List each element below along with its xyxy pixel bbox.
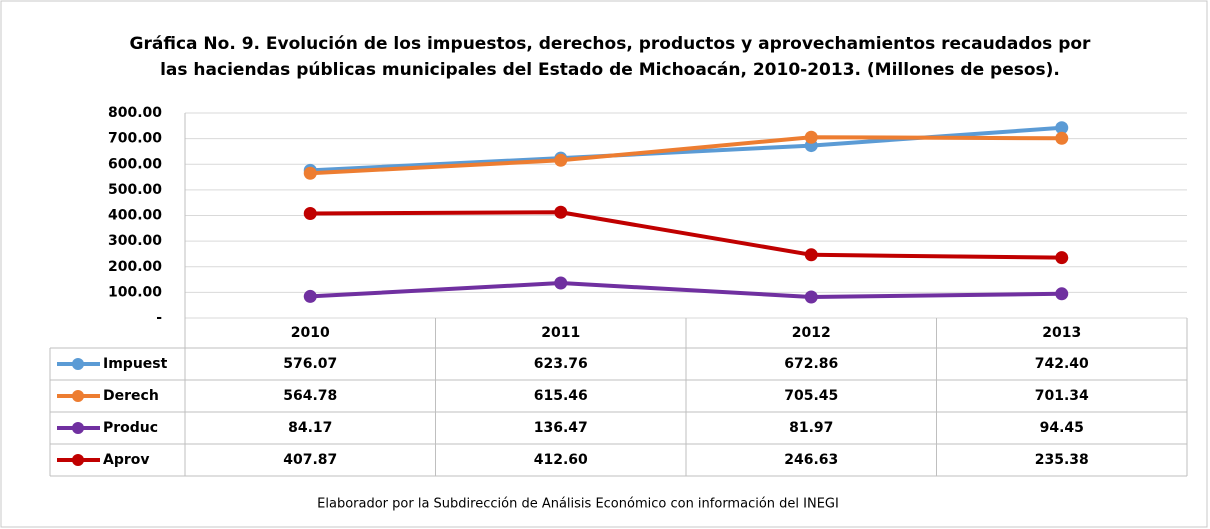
table-value: 672.86 (784, 356, 838, 372)
series-line (310, 135, 1062, 176)
y-tick-label: 400.00 (108, 208, 162, 224)
chart-title: las haciendas públicas municipales del E… (160, 60, 1060, 80)
marker (303, 166, 317, 180)
y-tick-label: 200.00 (108, 259, 162, 275)
marker (804, 290, 818, 304)
marker (1055, 131, 1069, 145)
table-value: 705.45 (784, 388, 838, 404)
marker (554, 276, 568, 290)
legend-marker (72, 454, 84, 466)
y-tick-label: - (156, 310, 162, 326)
legend-label: Derech (103, 388, 159, 404)
table-value: 576.07 (283, 356, 337, 372)
marker (1055, 121, 1069, 135)
legend-marker (72, 390, 84, 402)
chart-title: Gráfica No. 9. Evolución de los impuesto… (130, 34, 1092, 54)
table-value: 701.34 (1035, 388, 1089, 404)
table-value: 235.38 (1035, 452, 1089, 468)
table-value: 246.63 (784, 452, 838, 468)
y-tick-label: 300.00 (108, 233, 162, 249)
source-note: Elaborador por la Subdirección de Anális… (317, 497, 839, 512)
marker (1055, 251, 1069, 265)
marker (554, 153, 568, 167)
marker (804, 130, 818, 144)
table-value: 412.60 (534, 452, 588, 468)
series-line (310, 210, 1062, 260)
y-tick-label: 100.00 (108, 284, 162, 300)
x-tick-label: 2012 (792, 325, 831, 341)
legend-label: Produc (103, 420, 158, 436)
marker (303, 206, 317, 220)
marker (804, 248, 818, 262)
marker (554, 205, 568, 219)
table-value: 84.17 (288, 420, 332, 436)
x-tick-label: 2013 (1042, 325, 1081, 341)
legend-marker (72, 358, 84, 370)
table-value: 742.40 (1035, 356, 1089, 372)
table-value: 615.46 (534, 388, 588, 404)
table-value: 407.87 (283, 452, 337, 468)
legend-label: Aprov (103, 452, 150, 468)
legend-label: Impuest (103, 356, 168, 372)
table-value: 623.76 (534, 356, 588, 372)
marker (1055, 287, 1069, 301)
y-tick-label: 800.00 (108, 105, 162, 121)
marker (303, 289, 317, 303)
series-line (310, 281, 1062, 299)
table-value: 81.97 (789, 420, 833, 436)
x-tick-label: 2011 (541, 325, 580, 341)
y-tick-label: 700.00 (108, 131, 162, 147)
table-value: 564.78 (283, 388, 337, 404)
x-tick-label: 2010 (291, 325, 330, 341)
legend-marker (72, 422, 84, 434)
y-tick-label: 600.00 (108, 156, 162, 172)
table-value: 94.45 (1040, 420, 1084, 436)
y-tick-label: 500.00 (108, 182, 162, 198)
table-value: 136.47 (534, 420, 588, 436)
